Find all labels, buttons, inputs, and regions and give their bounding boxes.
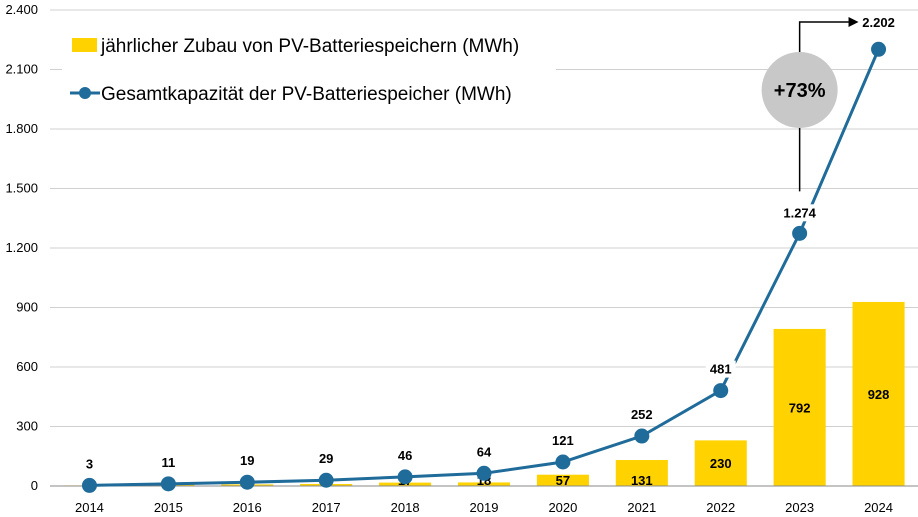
annotation-badge bbox=[761, 52, 838, 128]
annotation-arrowhead bbox=[848, 17, 859, 27]
line-data-label: 64 bbox=[477, 444, 492, 459]
x-tick-label: 2022 bbox=[706, 500, 735, 515]
line-marker bbox=[476, 465, 492, 481]
bar bbox=[615, 460, 668, 486]
y-tick-label: 1.200 bbox=[5, 240, 38, 255]
line-marker bbox=[792, 225, 808, 241]
x-tick-label: 2018 bbox=[391, 500, 420, 515]
line-marker bbox=[871, 41, 887, 57]
legend-bar-label: jährlicher Zubau von PV-Batteriespeicher… bbox=[100, 36, 519, 57]
line-markers bbox=[81, 41, 887, 493]
line-data-label: 1.274 bbox=[783, 205, 816, 220]
x-axis-ticks: 2014 2015 2016 2017 2018 2019 2020 2021 2022 2023… bbox=[75, 500, 893, 515]
annotation-bracket bbox=[798, 21, 849, 192]
legend-line-marker bbox=[79, 87, 91, 99]
bar bbox=[457, 482, 511, 486]
y-axis-ticks: 0 300 600 900 1.200 1.500 1.800 2.100 2.400 bbox=[5, 2, 38, 493]
line-marker bbox=[555, 454, 571, 470]
line-marker bbox=[318, 472, 334, 488]
line-data-label-bg bbox=[705, 360, 736, 378]
x-tick-label: 2019 bbox=[470, 500, 499, 515]
line-marker bbox=[239, 474, 255, 490]
line-data-label-bg bbox=[626, 406, 657, 424]
x-tick-label: 2016 bbox=[233, 500, 262, 515]
y-tick-label: 2.100 bbox=[5, 62, 38, 77]
line-data-label: 121 bbox=[552, 433, 574, 448]
line-data-labels: 3 11 19 29 46 64 121 252 481 1.274 2.202 bbox=[82, 15, 895, 473]
line-data-label: 252 bbox=[631, 407, 653, 422]
bar bbox=[773, 328, 826, 486]
line-data-label: 481 bbox=[710, 362, 732, 377]
line-data-label: 11 bbox=[161, 455, 175, 470]
bar-data-label: 792 bbox=[789, 400, 811, 415]
line-data-label-bg bbox=[394, 446, 417, 464]
legend-background bbox=[62, 28, 556, 124]
line-data-label: 3 bbox=[86, 456, 93, 471]
line-data-label-bg bbox=[236, 452, 259, 470]
line-marker bbox=[634, 428, 650, 444]
line-data-label: 46 bbox=[398, 448, 412, 463]
line-data-label-bg bbox=[547, 432, 578, 450]
line-data-label: 19 bbox=[240, 453, 254, 468]
line-marker bbox=[160, 476, 176, 492]
x-tick-label: 2017 bbox=[312, 500, 341, 515]
line-data-label-bg bbox=[82, 455, 97, 473]
annotation-badge-text: +73% bbox=[774, 80, 826, 102]
line-marker bbox=[713, 383, 729, 399]
y-tick-label: 1.500 bbox=[5, 181, 38, 196]
bar-data-label: 131 bbox=[631, 473, 653, 488]
bar-data-label: 57 bbox=[556, 473, 570, 488]
growth-annotation: +73% bbox=[761, 17, 859, 192]
y-tick-label: 0 bbox=[31, 478, 38, 493]
legend-bar-swatch bbox=[72, 38, 97, 52]
line-data-label-bg bbox=[157, 453, 180, 471]
x-tick-label: 2024 bbox=[864, 500, 893, 515]
line-marker bbox=[81, 477, 97, 493]
bar bbox=[852, 301, 905, 486]
y-tick-label: 2.400 bbox=[5, 2, 38, 17]
x-tick-label: 2014 bbox=[75, 500, 104, 515]
y-tick-label: 900 bbox=[16, 300, 38, 315]
y-tick-label: 600 bbox=[16, 359, 38, 374]
legend: jährlicher Zubau von PV-Batteriespeicher… bbox=[62, 28, 556, 124]
y-tick-label: 1.800 bbox=[5, 121, 38, 136]
legend-line-label: Gesamtkapazität der PV-Batteriespeicher … bbox=[101, 84, 512, 105]
line-data-label: 29 bbox=[319, 451, 333, 466]
y-tick-label: 300 bbox=[16, 419, 38, 434]
bar-data-label: 928 bbox=[868, 387, 890, 402]
line-data-label: 2.202 bbox=[862, 15, 895, 30]
line-marker bbox=[397, 469, 413, 485]
line-data-label-bg bbox=[776, 204, 823, 222]
bar bbox=[536, 474, 589, 486]
x-tick-label: 2020 bbox=[548, 500, 577, 515]
x-tick-label: 2021 bbox=[627, 500, 656, 515]
bar bbox=[694, 440, 747, 486]
line-data-label-bg bbox=[473, 443, 495, 461]
x-tick-label: 2015 bbox=[154, 500, 183, 515]
line-data-label-bg bbox=[315, 450, 338, 468]
bar-data-label: 230 bbox=[710, 456, 732, 471]
x-tick-label: 2023 bbox=[785, 500, 814, 515]
